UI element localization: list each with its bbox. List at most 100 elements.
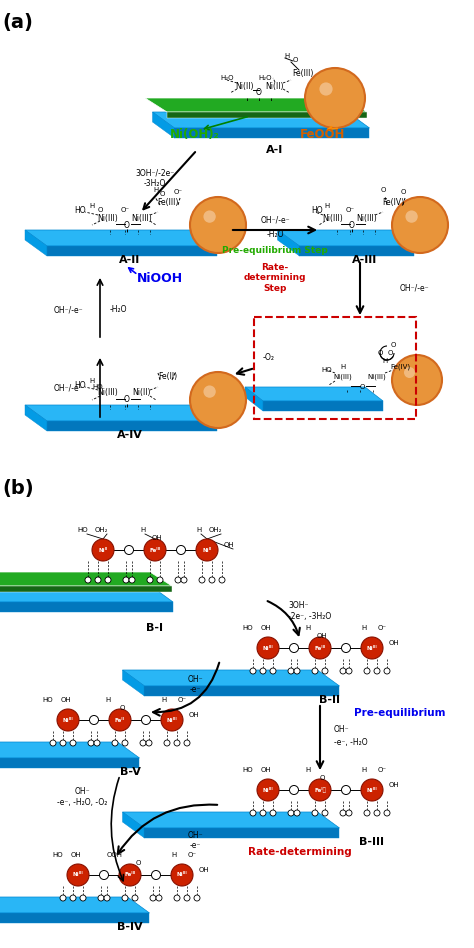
Circle shape xyxy=(175,577,181,583)
Text: A-II: A-II xyxy=(119,255,141,265)
Circle shape xyxy=(164,740,170,746)
Circle shape xyxy=(196,539,218,561)
Circle shape xyxy=(181,577,187,583)
Polygon shape xyxy=(300,246,414,256)
Circle shape xyxy=(346,668,352,674)
Text: HO: HO xyxy=(53,852,64,858)
Polygon shape xyxy=(25,230,217,246)
Text: Niᴵᴵᴵ: Niᴵᴵᴵ xyxy=(366,646,377,650)
Text: OH: OH xyxy=(61,697,71,703)
Circle shape xyxy=(309,779,331,801)
Text: O⁻: O⁻ xyxy=(120,207,129,213)
Circle shape xyxy=(219,577,225,583)
Circle shape xyxy=(109,709,131,731)
Text: O⁻: O⁻ xyxy=(346,207,355,213)
Text: Fe(III): Fe(III) xyxy=(292,68,314,78)
Text: O⁻: O⁻ xyxy=(377,767,387,773)
Polygon shape xyxy=(122,670,339,686)
Text: O: O xyxy=(124,395,130,405)
Text: Pre-equilibrium: Pre-equilibrium xyxy=(354,708,446,718)
Text: (b): (b) xyxy=(2,479,34,498)
Polygon shape xyxy=(277,230,414,246)
Text: A-III: A-III xyxy=(352,255,378,265)
Circle shape xyxy=(341,644,350,652)
Text: OH: OH xyxy=(71,852,82,858)
Circle shape xyxy=(404,367,415,378)
Text: H: H xyxy=(154,187,159,193)
Circle shape xyxy=(112,740,118,746)
Text: Rate-determining: Rate-determining xyxy=(248,847,352,857)
Text: -e⁻, -H₂O: -e⁻, -H₂O xyxy=(334,738,368,748)
Polygon shape xyxy=(0,586,173,602)
Text: Ni(III): Ni(III) xyxy=(334,374,352,380)
Text: Fe(IV): Fe(IV) xyxy=(390,364,410,371)
Text: -e⁻, -H₂O, -O₂: -e⁻, -H₂O, -O₂ xyxy=(57,798,107,808)
Text: Niᴵᴵᴵ: Niᴵᴵᴵ xyxy=(263,788,273,793)
Text: Niᴵᴵᴵ: Niᴵᴵᴵ xyxy=(366,788,377,793)
Text: H: H xyxy=(361,767,366,773)
Circle shape xyxy=(67,864,89,886)
Text: Feᴵᴵᴵ: Feᴵᴵᴵ xyxy=(149,548,161,553)
Circle shape xyxy=(60,740,66,746)
Circle shape xyxy=(294,810,300,816)
Circle shape xyxy=(94,740,100,746)
Text: O: O xyxy=(292,57,298,63)
Circle shape xyxy=(305,68,365,128)
Circle shape xyxy=(392,197,448,253)
Text: O: O xyxy=(377,350,383,356)
Text: Feᴵᴵᴵ: Feᴵᴵᴵ xyxy=(314,646,326,650)
Polygon shape xyxy=(153,112,174,138)
Text: Niᴵᴵᴵ: Niᴵᴵᴵ xyxy=(263,646,273,650)
Polygon shape xyxy=(122,670,145,696)
Text: Fe(II): Fe(II) xyxy=(158,373,178,381)
Text: HO: HO xyxy=(243,767,253,773)
Circle shape xyxy=(95,577,101,583)
Circle shape xyxy=(152,870,161,880)
Text: B-III: B-III xyxy=(359,837,384,847)
Circle shape xyxy=(125,545,134,555)
Text: H: H xyxy=(361,625,366,631)
Text: H: H xyxy=(305,767,310,773)
Polygon shape xyxy=(145,828,339,838)
Circle shape xyxy=(384,668,390,674)
Text: Ni(III): Ni(III) xyxy=(356,213,377,223)
Text: -H₂O: -H₂O xyxy=(266,229,284,239)
Circle shape xyxy=(322,668,328,674)
Circle shape xyxy=(384,810,390,816)
Circle shape xyxy=(294,668,300,674)
Text: HO: HO xyxy=(322,367,332,373)
Circle shape xyxy=(341,786,350,794)
Text: B-IV: B-IV xyxy=(117,922,143,932)
Text: H: H xyxy=(284,53,290,59)
Circle shape xyxy=(319,82,333,96)
Polygon shape xyxy=(25,230,47,256)
Circle shape xyxy=(98,895,104,901)
Polygon shape xyxy=(277,230,300,256)
Text: OH⁻/-e⁻: OH⁻/-e⁻ xyxy=(53,305,83,315)
Circle shape xyxy=(157,577,163,583)
Circle shape xyxy=(270,668,276,674)
Circle shape xyxy=(312,810,318,816)
Text: HO: HO xyxy=(74,206,86,214)
Polygon shape xyxy=(174,128,370,138)
Polygon shape xyxy=(0,742,139,758)
Circle shape xyxy=(250,810,256,816)
Circle shape xyxy=(57,709,79,731)
Text: OH: OH xyxy=(152,535,162,541)
Text: H: H xyxy=(140,527,146,533)
Text: H: H xyxy=(383,358,388,364)
Text: -e⁻: -e⁻ xyxy=(189,685,201,695)
Polygon shape xyxy=(0,602,173,612)
Text: Feᴵᴵᴵ: Feᴵᴵᴵ xyxy=(124,872,136,878)
Text: H: H xyxy=(90,203,95,209)
Circle shape xyxy=(80,895,86,901)
Circle shape xyxy=(144,539,166,561)
Text: Niᴵᴵᴵ: Niᴵᴵᴵ xyxy=(177,872,187,878)
Circle shape xyxy=(174,740,180,746)
Text: O: O xyxy=(97,207,103,213)
Polygon shape xyxy=(263,401,383,411)
Circle shape xyxy=(364,668,370,674)
Circle shape xyxy=(184,740,190,746)
Text: OH: OH xyxy=(389,782,399,788)
Text: Ni(III): Ni(III) xyxy=(98,213,118,223)
